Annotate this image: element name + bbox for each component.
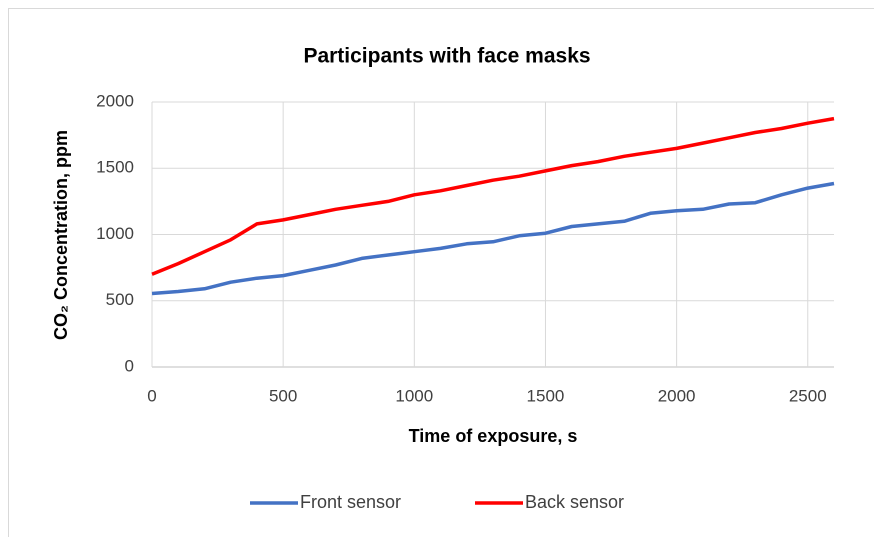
y-axis-label: CO₂ Concentration, ppm	[51, 130, 71, 340]
legend-label: Back sensor	[525, 492, 624, 512]
chart-title: Participants with face masks	[303, 45, 590, 68]
x-tick-label: 1500	[527, 386, 565, 405]
legend-label: Front sensor	[300, 492, 401, 512]
y-tick-label: 1000	[96, 224, 134, 243]
y-tick-label: 500	[106, 290, 134, 309]
x-axis-label: Time of exposure, s	[409, 426, 578, 446]
x-tick-label: 2500	[789, 386, 827, 405]
chart-frame	[8, 8, 874, 537]
data-line	[151, 181, 835, 296]
y-tick-label: 1500	[96, 158, 134, 177]
x-tick-label: 1000	[395, 386, 433, 405]
y-tick-label: 0	[125, 356, 134, 375]
x-tick-label: 2000	[658, 386, 696, 405]
x-tick-label: 500	[269, 386, 297, 405]
x-tick-label: 0	[147, 386, 156, 405]
y-tick-label: 2000	[96, 91, 134, 110]
data-line	[151, 116, 835, 276]
